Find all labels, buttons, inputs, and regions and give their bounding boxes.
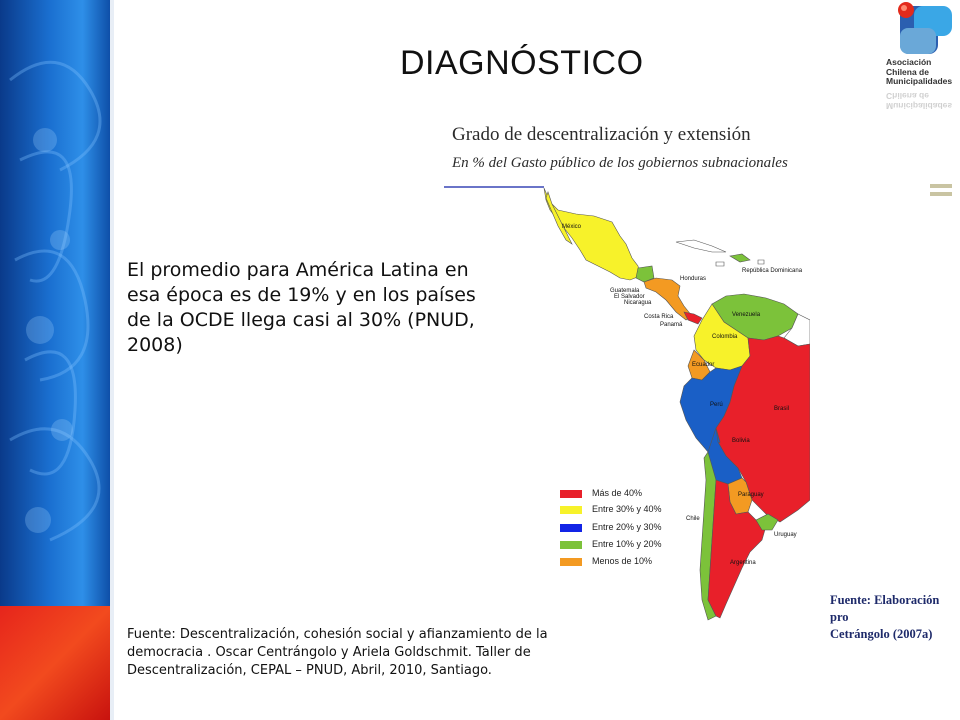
slide-title: DIAGNÓSTICO [400, 44, 644, 82]
body-text: El promedio para América Latina en esa é… [127, 259, 476, 356]
logo-label: Asociación Chilena de Municipalidades [886, 57, 958, 87]
map-source-line: Fuente: Elaboración pro [830, 593, 940, 624]
country-argentina [707, 479, 767, 619]
legend-label: Entre 20% y 30% [592, 522, 662, 532]
logo-reflection: Municipalidades Chilena de [886, 92, 958, 110]
legend-label: Más de 40% [592, 488, 643, 498]
label-argentina: Argentina [730, 560, 756, 566]
legend-label: Entre 10% y 20% [592, 539, 662, 549]
caribbean-hispaniola [729, 253, 751, 263]
country-peru [679, 365, 743, 453]
country-uruguay [755, 513, 779, 531]
map-source: Fuente: Elaboración pro Cetrángolo (2007… [830, 592, 960, 643]
legend-swatch [560, 490, 582, 498]
label-bolivia: Bolivia [732, 438, 750, 444]
label-nicaragua: Nicaragua [624, 300, 652, 306]
country-mexico-baja [545, 191, 573, 245]
legend-label: Menos de 10% [592, 556, 653, 566]
logo-reflection-line: Municipalidades [886, 101, 953, 110]
legend-item: Entre 10% y 20% [560, 539, 720, 553]
left-decorative-band [0, 0, 110, 606]
logo-line: Municipalidades [886, 76, 953, 86]
caribbean-other [715, 259, 765, 267]
label-venezuela: Venezuela [732, 312, 761, 318]
citation: Fuente: Descentralización, cohesión soci… [127, 627, 548, 678]
label-uruguay: Uruguay [774, 532, 797, 538]
label-guatemala: Guatemala [610, 288, 640, 294]
legend-swatch [560, 541, 582, 549]
logo-reflection-line: Chilena de [886, 92, 929, 102]
label-el-salvador: El Salvador [614, 294, 645, 300]
label-chile: Chile [686, 516, 700, 522]
legend-swatch [560, 558, 582, 566]
label-peru: Perú [710, 402, 723, 408]
legend-label: Entre 30% y 40% [592, 504, 662, 514]
logo-mark-icon [898, 2, 952, 54]
logo-line: Chilena de [886, 66, 929, 77]
legend-item: Menos de 10% [560, 556, 720, 570]
label-panama: Panamá [660, 322, 683, 328]
organization-logo [880, 0, 960, 120]
legend-item: Entre 30% y 40% [560, 504, 720, 518]
band-divider [110, 0, 114, 720]
label-colombia: Colombia [712, 334, 738, 340]
label-honduras: Honduras [680, 276, 706, 282]
legend-item: Más de 40% [560, 488, 720, 502]
decorative-bars [930, 184, 952, 198]
caribbean-cuba [675, 239, 727, 253]
map-title: Grado de descentralización y extensión [452, 124, 751, 145]
legend-swatch [560, 506, 582, 514]
label-ecuador: Ecuador [692, 362, 714, 368]
label-republica-dominicana: República Dominicana [742, 268, 803, 274]
country-panama [683, 311, 703, 325]
legend-swatch [560, 524, 582, 532]
title-underline [444, 186, 544, 188]
label-mexico: México [562, 224, 582, 230]
label-costa-rica: Costa Rica [644, 314, 674, 320]
left-red-band [0, 606, 110, 720]
country-guatemala [635, 265, 655, 283]
map-source-line: Cetrángolo (2007a) [830, 627, 933, 641]
swirl-pattern [9, 60, 102, 542]
legend-item: Entre 20% y 30% [560, 522, 720, 536]
latin-america-map: México Honduras República Dominicana Gua… [543, 187, 810, 621]
logo-line: Asociación [886, 57, 932, 67]
label-paraguay: Paraguay [738, 492, 764, 498]
label-brasil: Brasil [774, 406, 789, 412]
country-mexico [543, 187, 641, 281]
map-subtitle: En % del Gasto público de los gobiernos … [452, 155, 788, 171]
